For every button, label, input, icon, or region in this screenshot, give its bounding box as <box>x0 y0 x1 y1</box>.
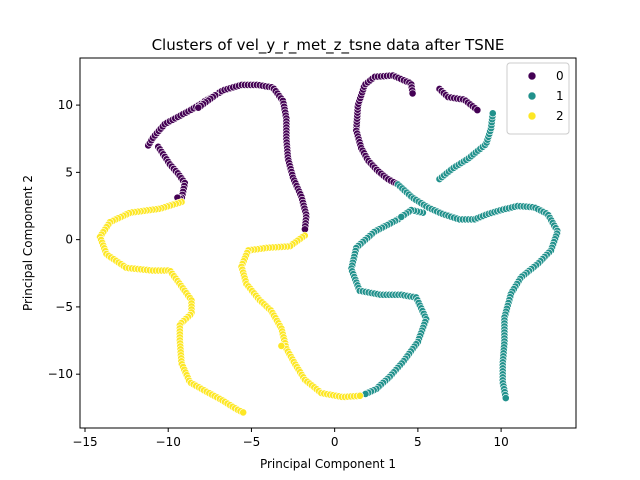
legend-box <box>506 62 570 135</box>
point-series-1 <box>501 394 510 402</box>
y-tick-label: 5 <box>65 165 73 179</box>
point-series-1 <box>397 212 406 221</box>
y-tick-label: 0 <box>65 233 73 247</box>
y-tick-label: −5 <box>55 300 73 314</box>
plot-frame <box>79 57 577 429</box>
chart-title: Clusters of vel_y_r_met_z_tsne data afte… <box>152 36 505 55</box>
x-tick-label: 5 <box>414 435 422 449</box>
point-series-0 <box>473 106 482 115</box>
legend-marker-1 <box>527 91 537 101</box>
x-axis-ticks: −15 −10 −5 0 5 10 <box>72 428 509 449</box>
point-series-0 <box>408 89 417 98</box>
x-tick-label: −15 <box>72 435 97 449</box>
point-series-1 <box>488 109 497 118</box>
point-series-2 <box>239 408 248 417</box>
legend-label-1: 1 <box>556 89 564 103</box>
y-axis-label: Principal Component 2 <box>21 175 35 311</box>
legend: 0 1 2 <box>506 62 570 135</box>
legend-marker-2 <box>527 111 537 121</box>
y-tick-label: 10 <box>58 98 73 112</box>
x-tick-label: 0 <box>331 435 339 449</box>
y-axis-ticks: −10 −5 0 5 10 <box>48 98 80 381</box>
point-series-2 <box>356 391 364 400</box>
legend-label-2: 2 <box>556 109 564 123</box>
x-tick-label: −5 <box>243 435 261 449</box>
legend-label-0: 0 <box>556 69 564 83</box>
point-series-0 <box>194 103 203 112</box>
x-axis-label: Principal Component 1 <box>260 457 396 471</box>
scatter-points <box>96 71 562 417</box>
y-tick-label: −10 <box>48 367 73 381</box>
x-tick-label: −10 <box>156 435 181 449</box>
x-tick-label: 10 <box>493 435 508 449</box>
point-series-2 <box>277 342 286 350</box>
legend-marker-0 <box>527 71 537 81</box>
